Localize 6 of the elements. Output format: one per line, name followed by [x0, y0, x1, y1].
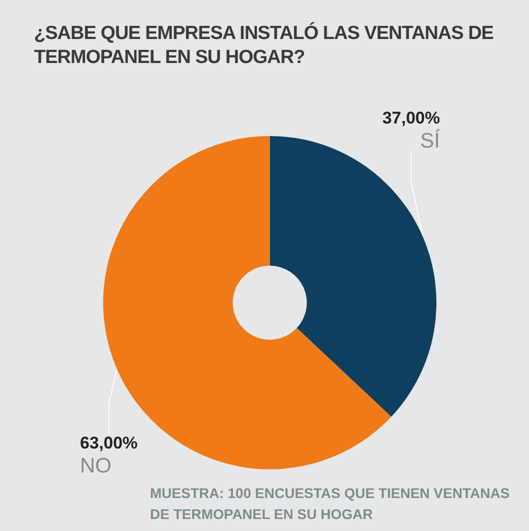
chart-title: ¿SABE QUE EMPRESA INSTALÓ LAS VENTANAS DE TERMOPANEL EN SU HOGAR?	[34, 22, 494, 70]
text: MUESTRA: 100 ENCUESTAS QUE TIENEN VENTANAS DE TERMOPANEL EN SU HOGAR	[150, 484, 511, 524]
slice-label: NO	[80, 454, 112, 478]
data-label: 63,00%	[80, 434, 138, 452]
slice-label: SÍ	[420, 128, 440, 152]
data-label: 37,00%	[382, 108, 440, 128]
